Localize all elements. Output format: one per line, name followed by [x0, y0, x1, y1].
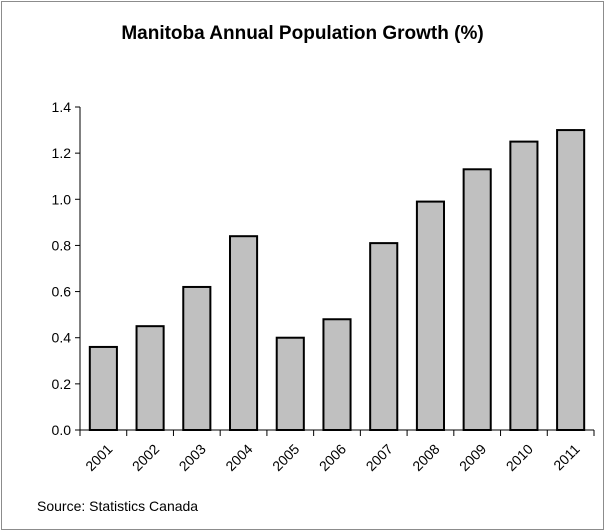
bar-2009	[462, 168, 492, 432]
x-tick-label: 2001	[82, 441, 115, 474]
y-tick-label: 0.2	[52, 376, 72, 392]
x-tick-label: 2008	[409, 441, 442, 474]
x-tick-label: 2007	[363, 441, 396, 474]
x-tick-label: 2005	[269, 441, 302, 474]
y-tick-label: 0.0	[52, 422, 72, 438]
y-tick-label: 0.8	[52, 237, 72, 253]
chart-title: Manitoba Annual Population Growth (%)	[121, 23, 484, 44]
y-tick-label: 1.4	[52, 99, 72, 115]
y-tick-label: 0.6	[52, 284, 72, 300]
y-tick-label: 0.4	[52, 330, 72, 346]
source-note: Source: Statistics Canada	[37, 498, 199, 514]
bar-2011	[556, 129, 586, 431]
bar-2003	[182, 285, 212, 432]
bar-2004	[228, 235, 259, 431]
x-tick-label: 2004	[222, 441, 255, 474]
y-tick-label: 1.2	[52, 145, 72, 161]
bar-2001	[88, 345, 118, 432]
bar-2008	[415, 200, 446, 431]
x-tick-label: 2011	[550, 441, 583, 474]
y-tick-label: 1.0	[52, 191, 72, 207]
bar-2006	[322, 318, 352, 431]
bar-2010	[509, 140, 539, 431]
x-tick-label: 2010	[503, 441, 536, 474]
x-tick-label: 2002	[129, 441, 162, 474]
x-tick-label: 2009	[456, 441, 489, 474]
x-tick-label: 2003	[176, 441, 209, 474]
x-tick-label: 2006	[316, 441, 349, 474]
bar-2007	[369, 242, 399, 431]
bar-2005	[275, 336, 305, 432]
bar-2002	[135, 325, 165, 431]
